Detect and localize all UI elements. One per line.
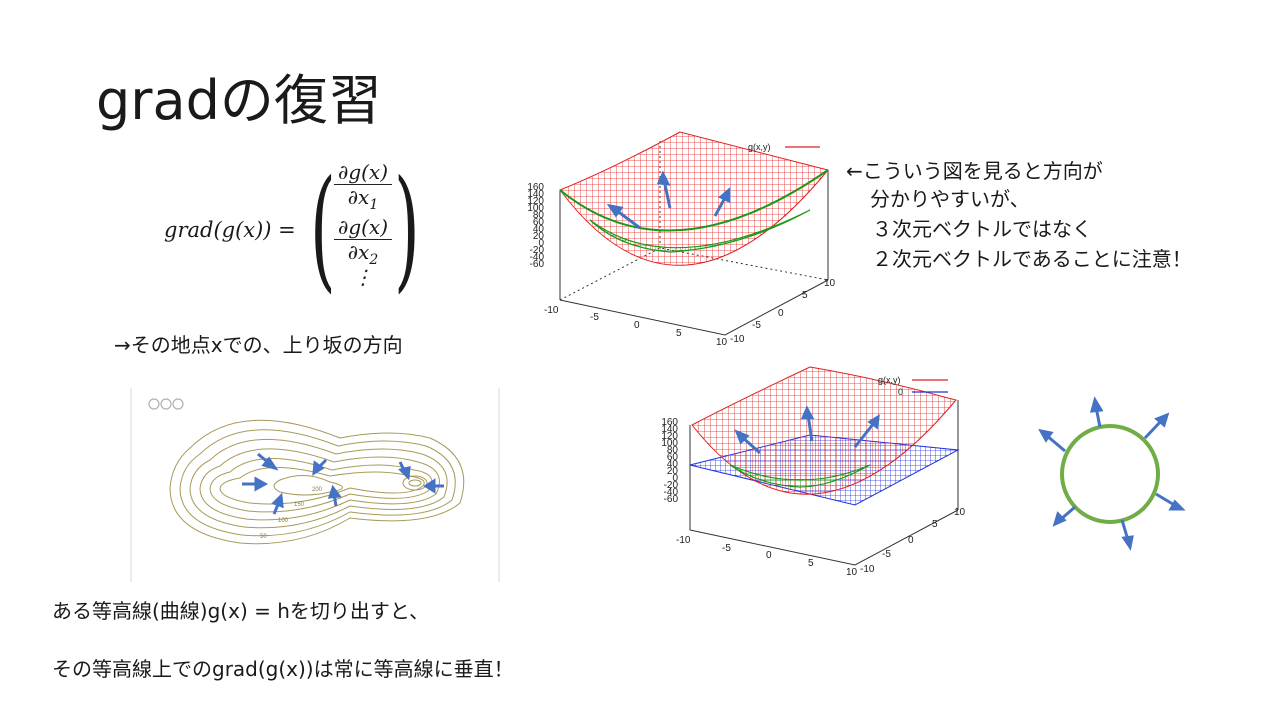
svg-text:20: 20 (533, 231, 545, 242)
perpendicular-line: その等高線上でのgrad(g(x))は常に等高線に垂直！ (52, 657, 514, 681)
svg-text:80: 80 (667, 445, 679, 456)
svg-text:0: 0 (908, 535, 914, 546)
svg-text:-60: -60 (664, 494, 679, 505)
svg-text:-10: -10 (860, 564, 875, 575)
plot-bottom-legend-label-1: g(x,y) (878, 375, 901, 385)
svg-text:40: 40 (667, 459, 679, 470)
contour-gradient-arrows (242, 452, 444, 515)
plot-top-x-ticks: -10 -5 0 5 10 (544, 305, 728, 348)
frac1-num: ∂g(x) (333, 160, 393, 185)
surface-plot-top: g(x,y) 160 140 120 100 80 60 40 20 0 -20… (527, 131, 836, 348)
svg-text:-10: -10 (730, 334, 745, 345)
contour-logo-icon (148, 398, 184, 410)
plot-bottom-surface-green (729, 464, 871, 488)
svg-text:-40: -40 (664, 487, 679, 498)
svg-text:140: 140 (527, 189, 544, 200)
plot-bottom-y-ticks: -10 -5 0 5 10 (860, 507, 966, 575)
svg-text:-5: -5 (882, 549, 891, 560)
page-title: gradの復習 (96, 69, 382, 132)
plot-bottom-legend-label-2: 0 (898, 387, 903, 397)
uphill-direction-note: →その地点xでの、上り坂の方向 (114, 333, 403, 357)
svg-text:-10: -10 (544, 305, 559, 316)
svg-text:-5: -5 (752, 320, 761, 331)
formula-lhs: grad(g(x)) = (164, 218, 296, 242)
svg-text:-40: -40 (530, 252, 545, 263)
plot-bottom-surface-red (691, 366, 957, 495)
circle-arrows (1038, 396, 1186, 551)
svg-text:160: 160 (661, 417, 678, 428)
svg-text:10: 10 (716, 337, 728, 348)
svg-text:5: 5 (808, 558, 814, 569)
partial-frac-1: ∂g(x) ∂x1 (333, 160, 393, 213)
plot-top-z-ticks: 160 140 120 100 80 60 40 20 0 -20 -40 -6… (527, 182, 544, 270)
plot-top-surface-red (559, 131, 829, 266)
contour-cut-line: ある等高線(曲線)g(x) = hを切り出すと、 (52, 599, 430, 623)
svg-text:5: 5 (676, 328, 682, 339)
svg-text:-5: -5 (722, 543, 731, 554)
grad-formula: grad(g(x)) = ( ∂g(x) ∂x1 ∂g(x) ∂x2 ⋮ ) (164, 154, 424, 308)
svg-text:40: 40 (533, 224, 545, 235)
plot-top-y-ticks: -10 -5 0 5 10 (730, 278, 836, 345)
svg-text:80: 80 (533, 210, 545, 221)
plot-bottom-x-ticks: -10 -5 0 5 10 (676, 535, 858, 578)
svg-text:20: 20 (667, 466, 679, 477)
side-note-line-2: 分かりやすいが、 (870, 187, 1030, 211)
svg-text:-10: -10 (676, 535, 691, 546)
contour-value-labels: 50 100 150 200 (260, 487, 323, 540)
partial-frac-2: ∂g(x) ∂x2 (333, 215, 393, 268)
right-paren: ) (394, 152, 420, 306)
svg-text:100: 100 (661, 438, 678, 449)
contour-map-image: 50 100 150 200 (130, 388, 500, 582)
svg-text:160: 160 (527, 182, 544, 193)
frac2-num: ∂g(x) (333, 215, 393, 240)
plot-top-surface-green (589, 209, 811, 253)
svg-text:50: 50 (260, 534, 267, 540)
svg-text:0: 0 (538, 238, 544, 249)
svg-text:10: 10 (846, 567, 858, 578)
plot-top-legend-label: g(x,y) (748, 142, 771, 152)
svg-text:5: 5 (802, 290, 808, 301)
svg-text:0: 0 (672, 473, 678, 484)
svg-text:0: 0 (634, 320, 640, 331)
side-note-line-1: ←こういう図を見ると方向が (846, 159, 1103, 183)
svg-text:140: 140 (661, 424, 678, 435)
plot-bottom-gradient-arrows (734, 405, 880, 455)
svg-text:200: 200 (312, 487, 323, 493)
left-paren: ( (310, 152, 336, 306)
svg-text:0: 0 (766, 550, 772, 561)
plot-bottom-axes (689, 400, 959, 566)
circle-normal-vectors-icon (1038, 396, 1186, 551)
svg-text:-20: -20 (664, 480, 679, 491)
side-note-line-4: ２次元ベクトルであることに注意！ (872, 247, 1192, 271)
plot-top-gradient-arrows (606, 170, 731, 230)
surface-plot-bottom: g(x,y) 0 160 140 120 100 80 60 40 20 0 -… (661, 366, 966, 578)
svg-text:150: 150 (294, 502, 305, 508)
svg-text:120: 120 (527, 196, 544, 207)
frac1-den: ∂x1 (347, 185, 379, 213)
svg-text:0: 0 (778, 308, 784, 319)
plot-bottom-z-ticks: 160 140 120 100 80 60 40 20 0 -20 -40 -6… (661, 417, 678, 505)
svg-text:10: 10 (954, 507, 966, 518)
svg-text:60: 60 (533, 217, 545, 228)
svg-text:100: 100 (527, 203, 544, 214)
contour-lines (169, 419, 465, 545)
svg-text:-60: -60 (530, 259, 545, 270)
vdots: ⋮ (353, 265, 373, 289)
svg-text:60: 60 (667, 452, 679, 463)
side-note-line-3: ３次元ベクトルではなく (872, 217, 1092, 241)
svg-text:-20: -20 (530, 245, 545, 256)
svg-text:5: 5 (932, 519, 938, 530)
svg-text:-5: -5 (590, 312, 599, 323)
frac2-den: ∂x2 (347, 240, 379, 268)
svg-text:10: 10 (824, 278, 836, 289)
vector-entries: ∂g(x) ∂x1 ∂g(x) ∂x2 ⋮ (328, 160, 398, 289)
svg-text:100: 100 (278, 518, 289, 524)
svg-text:120: 120 (661, 431, 678, 442)
